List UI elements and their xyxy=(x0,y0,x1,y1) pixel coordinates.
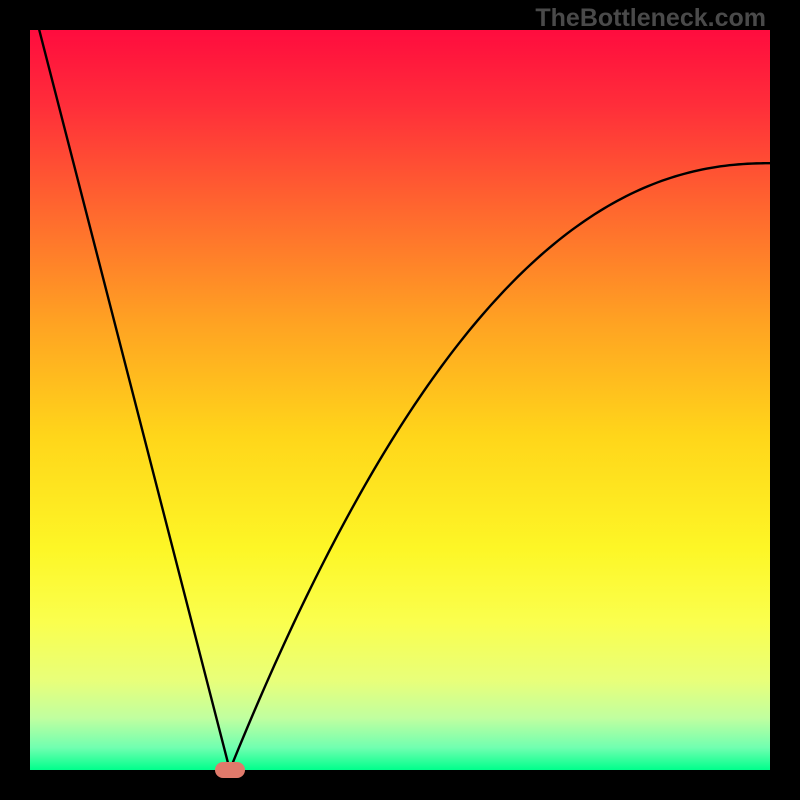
plot-area xyxy=(30,30,770,770)
watermark-text: TheBottleneck.com xyxy=(535,4,766,33)
bottleneck-curve xyxy=(30,30,770,770)
chart-container: TheBottleneck.com xyxy=(0,0,800,800)
minimum-marker xyxy=(215,762,245,778)
